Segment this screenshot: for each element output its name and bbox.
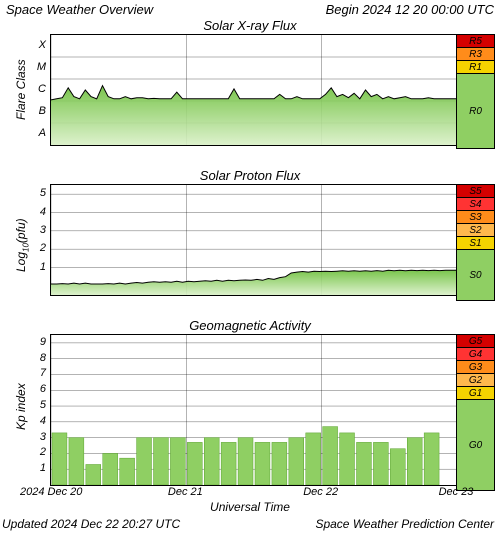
chart3-ytick: 6 — [32, 383, 46, 395]
scale-cell: G3 — [456, 361, 494, 374]
chart3-ytick: 8 — [32, 352, 46, 364]
chart1-title: Solar X-ray Flux — [0, 18, 500, 33]
x-axis-label: Universal Time — [0, 500, 500, 514]
chart3-ytick: 2 — [32, 446, 46, 458]
scale-cell: S1 — [456, 237, 494, 250]
chart3-ytick: 4 — [32, 415, 46, 427]
chart1-ytick: M — [32, 61, 46, 73]
chart3-scale: G5G4G3G2G1G0 — [456, 334, 495, 491]
scale-cell: S0 — [456, 250, 494, 301]
chart3-ytick: 9 — [32, 336, 46, 348]
chart3-plot — [50, 334, 458, 486]
scale-cell: G1 — [456, 387, 494, 400]
chart1-plot — [50, 34, 458, 146]
chart3-ylabel: Kp index — [14, 383, 28, 430]
source-label: Space Weather Prediction Center — [315, 517, 494, 531]
chart2-ytick: 2 — [32, 242, 46, 254]
scale-cell: R1 — [456, 61, 494, 74]
chart2-ytick: 3 — [32, 224, 46, 236]
x-tick: Dec 23 — [439, 486, 474, 498]
begin-time: Begin 2024 12 20 00:00 UTC — [326, 2, 494, 17]
footer: Updated 2024 Dec 22 20:27 UTC Space Weat… — [2, 517, 494, 531]
chart1-ytick: C — [32, 83, 46, 95]
scale-cell: G5 — [456, 335, 494, 348]
x-tick: Dec 21 — [168, 486, 203, 498]
scale-cell: S5 — [456, 185, 494, 198]
chart3-title: Geomagnetic Activity — [0, 318, 500, 333]
chart3-ytick: 3 — [32, 431, 46, 443]
scale-cell: S3 — [456, 211, 494, 224]
x-tick: Dec 22 — [303, 486, 338, 498]
chart1-ytick: X — [32, 39, 46, 51]
chart2-ytick: 1 — [32, 261, 46, 273]
chart1-ylabel: Flare Class — [14, 59, 28, 120]
chart2-title: Solar Proton Flux — [0, 168, 500, 183]
space-weather-overview: { "header":{"title":"Space Weather Overv… — [0, 0, 500, 533]
scale-cell: G2 — [456, 374, 494, 387]
chart1-scale: R5R3R1R0 — [456, 34, 495, 149]
chart2-scale: S5S4S3S2S1S0 — [456, 184, 495, 301]
x-tick: 2024 Dec 20 — [20, 486, 110, 498]
scale-cell: S2 — [456, 224, 494, 237]
chart1-ytick: B — [32, 105, 46, 117]
chart3-ytick: 1 — [32, 462, 46, 474]
page-title: Space Weather Overview — [6, 2, 153, 17]
header: Space Weather Overview Begin 2024 12 20 … — [6, 2, 494, 17]
chart3-ytick: 5 — [32, 399, 46, 411]
chart2-plot — [50, 184, 458, 296]
scale-cell: R0 — [456, 74, 494, 149]
scale-cell: R5 — [456, 35, 494, 48]
chart3-ytick: 7 — [32, 367, 46, 379]
chart1-ytick: A — [32, 127, 46, 139]
updated-time: Updated 2024 Dec 22 20:27 UTC — [2, 517, 180, 531]
scale-cell: S4 — [456, 198, 494, 211]
scale-cell: G4 — [456, 348, 494, 361]
chart2-ylabel: Log10(pfu) — [14, 218, 30, 272]
chart2-ytick: 5 — [32, 187, 46, 199]
chart2-ytick: 4 — [32, 206, 46, 218]
scale-cell: G0 — [456, 400, 494, 491]
scale-cell: R3 — [456, 48, 494, 61]
